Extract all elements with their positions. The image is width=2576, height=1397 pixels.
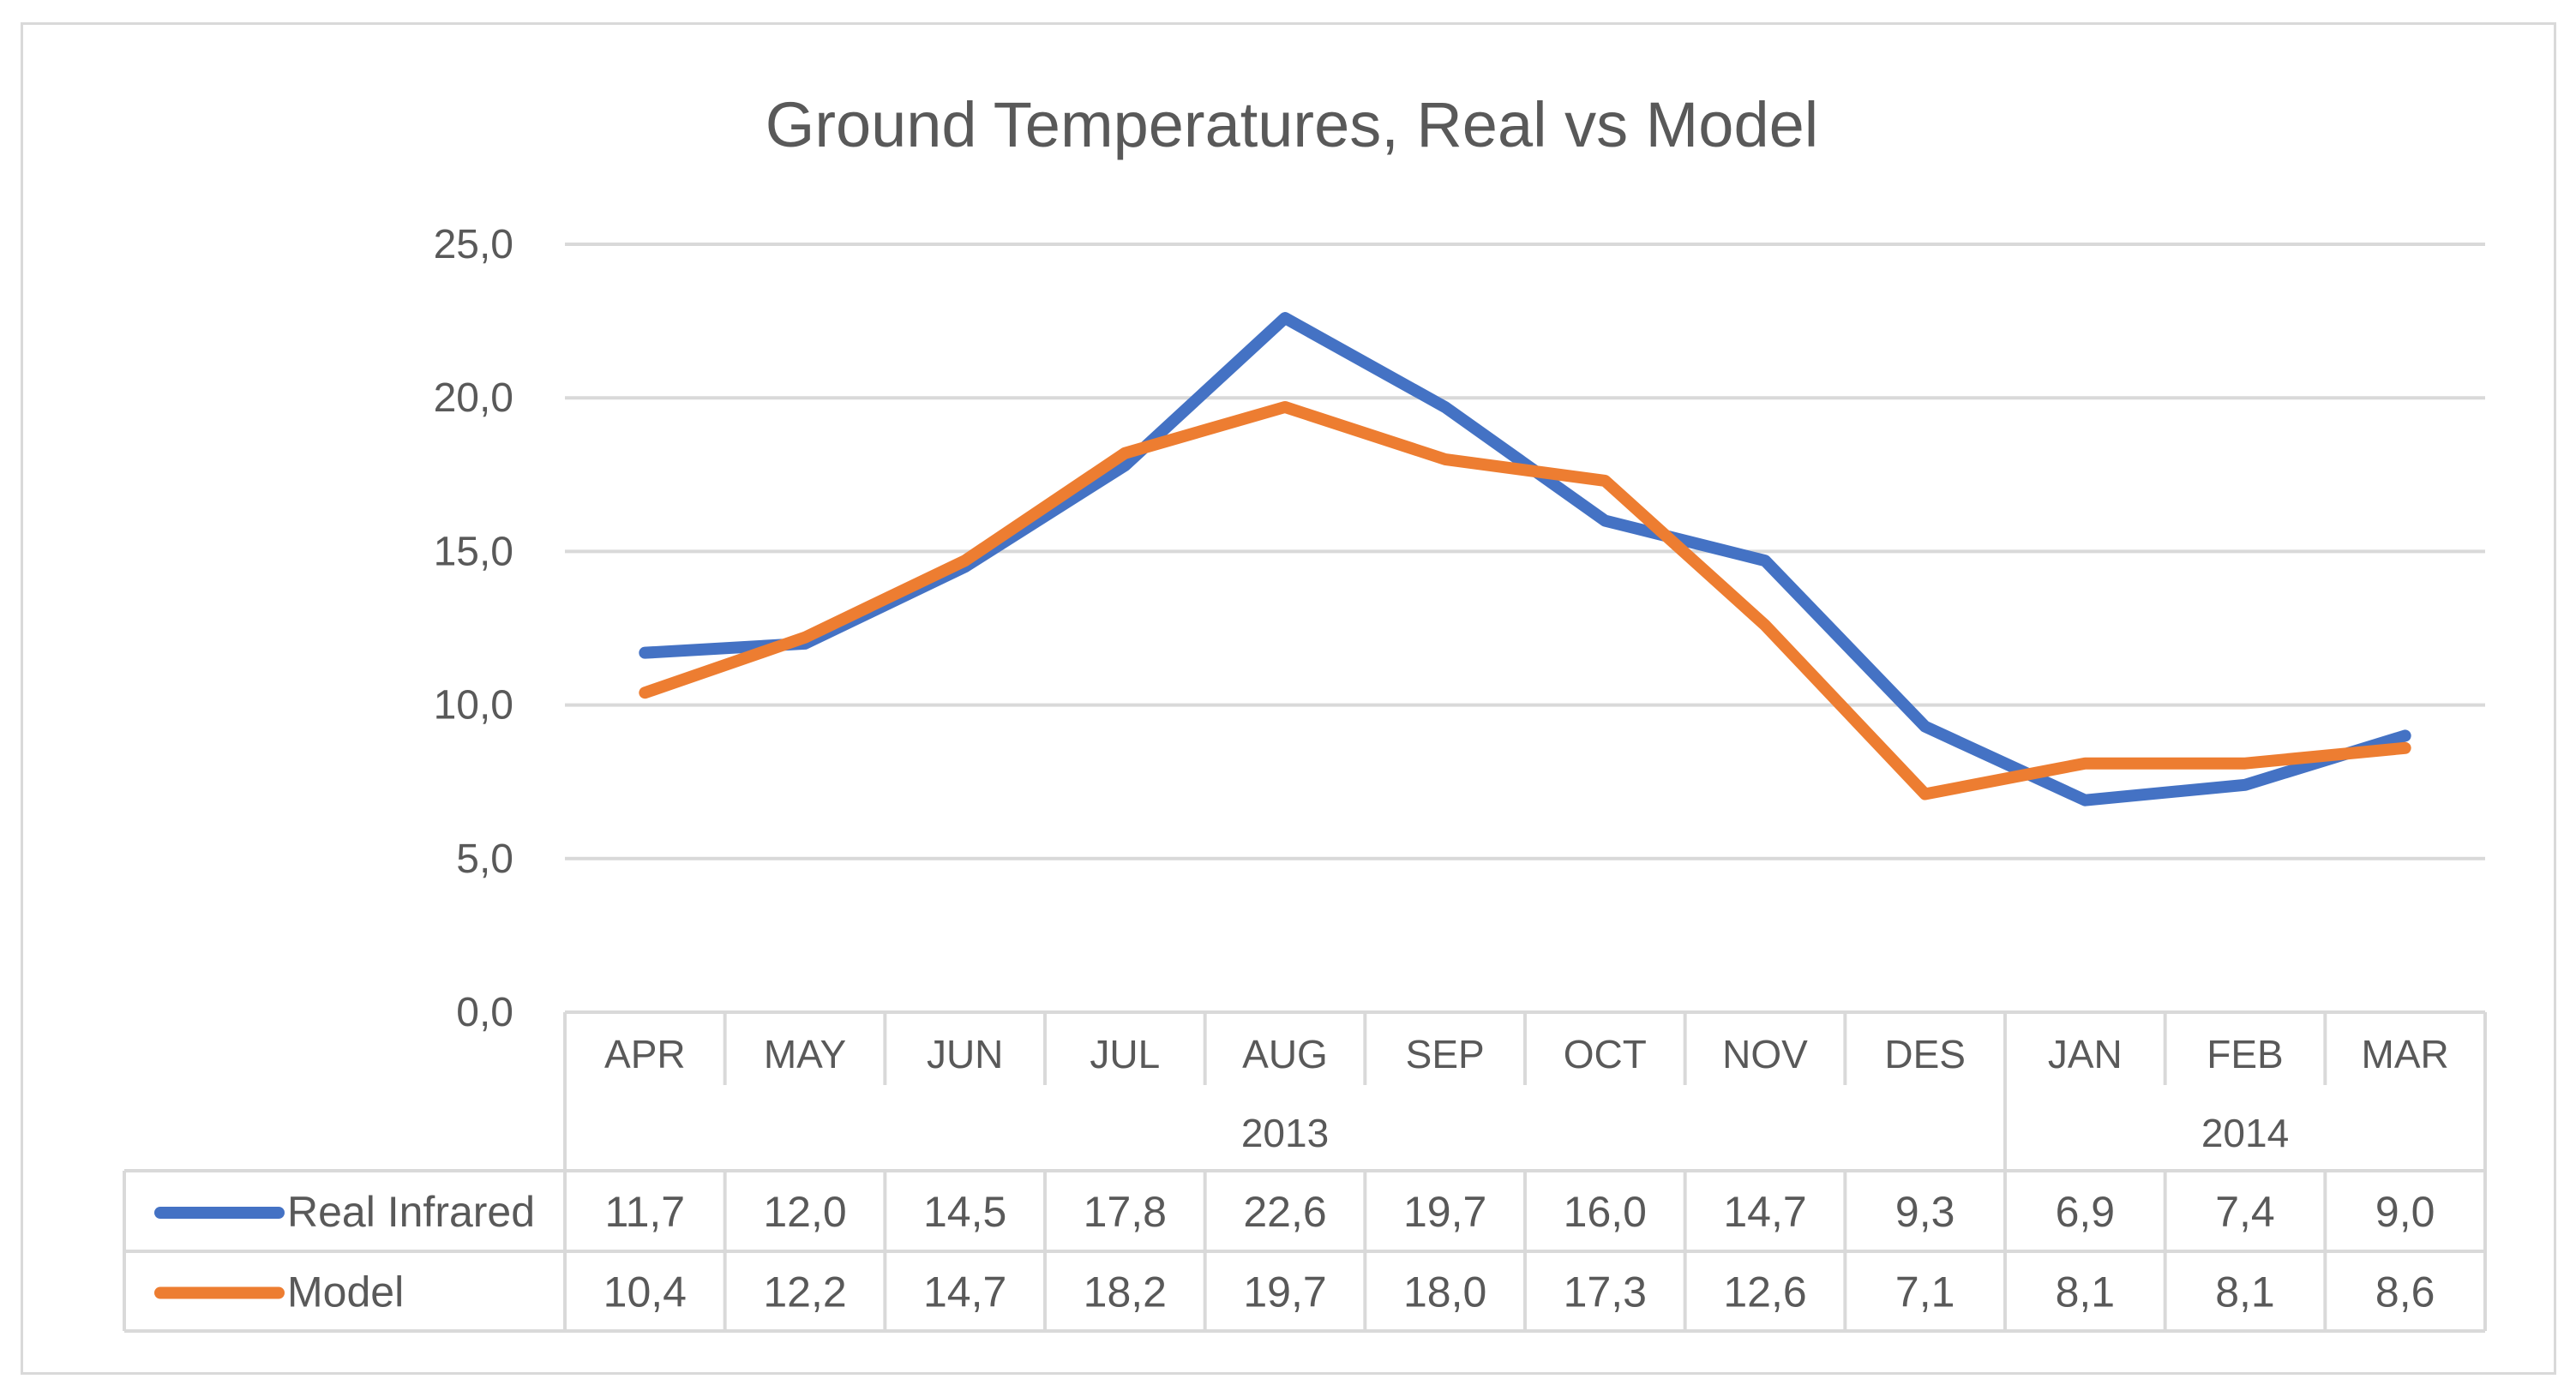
data-table: APR MAY JUN JUL AUG SEP OCT NOV DES JAN FEB MAR 2013… <box>123 1010 2487 1333</box>
data-value-cell: 12,2 <box>763 1268 846 1316</box>
data-value-cell: 7,4 <box>2215 1188 2275 1236</box>
data-value-cell: 14,7 <box>923 1268 1006 1316</box>
line-chart: Ground Temperatures, Real vs Model 0,0 5,… <box>123 89 2487 1333</box>
category-label: MAY <box>764 1032 846 1076</box>
year-label: 2013 <box>1241 1111 1329 1155</box>
data-value-cell: 19,7 <box>1243 1268 1326 1316</box>
category-label: AUG <box>1242 1032 1328 1076</box>
category-label: APR <box>604 1032 686 1076</box>
data-value-cell: 11,7 <box>605 1188 686 1236</box>
series-line-real-infrared <box>639 312 2411 806</box>
y-tick-label: 0,0 <box>456 990 513 1035</box>
category-label: OCT <box>1564 1032 1647 1076</box>
data-value-cell: 17,3 <box>1564 1268 1647 1316</box>
data-value-cell: 14,7 <box>1723 1188 1806 1236</box>
series-line-model <box>639 400 2411 800</box>
data-value-cell: 8,6 <box>2375 1268 2435 1316</box>
chart-frame: Ground Temperatures, Real vs Model 0,0 5,… <box>21 22 2556 1375</box>
data-value-cell: 16,0 <box>1564 1188 1647 1236</box>
data-value-cell: 9,3 <box>1895 1188 1955 1236</box>
category-label: JAN <box>2048 1032 2123 1076</box>
y-tick-label: 20,0 <box>434 375 513 421</box>
data-value-cell: 9,0 <box>2375 1188 2435 1236</box>
category-label: NOV <box>1722 1032 1808 1076</box>
legend-label: Real Infrared <box>287 1188 535 1236</box>
data-value-cell: 12,0 <box>763 1188 846 1236</box>
y-tick-label: 10,0 <box>434 683 513 728</box>
category-label: MAR <box>2362 1032 2449 1076</box>
data-value-cell: 18,2 <box>1084 1268 1167 1316</box>
category-label: JUL <box>1090 1032 1160 1076</box>
year-label: 2014 <box>2201 1111 2289 1155</box>
legend-label: Model <box>287 1268 404 1316</box>
data-value-cell: 17,8 <box>1084 1188 1167 1236</box>
chart-title: Ground Temperatures, Real vs Model <box>766 89 1818 160</box>
data-value-cell: 22,6 <box>1243 1188 1326 1236</box>
gridlines <box>565 243 2485 860</box>
data-value-cell: 7,1 <box>1895 1268 1955 1316</box>
series-lines <box>639 312 2411 806</box>
category-label: DES <box>1884 1032 1966 1076</box>
data-value-cell: 19,7 <box>1403 1188 1486 1236</box>
data-value-cell: 18,0 <box>1403 1268 1486 1316</box>
category-label: SEP <box>1406 1032 1485 1076</box>
data-value-cell: 8,1 <box>2215 1268 2275 1316</box>
category-label: FEB <box>2207 1032 2283 1076</box>
y-tick-label: 15,0 <box>434 529 513 574</box>
data-value-cell: 12,6 <box>1723 1268 1806 1316</box>
y-tick-label: 5,0 <box>456 836 513 882</box>
data-value-cell: 6,9 <box>2056 1188 2116 1236</box>
category-label: JUN <box>927 1032 1003 1076</box>
data-value-cell: 10,4 <box>603 1268 687 1316</box>
data-value-cell: 14,5 <box>923 1188 1006 1236</box>
data-value-cell: 8,1 <box>2056 1268 2116 1316</box>
y-axis-tick-labels: 0,0 5,0 10,0 15,0 20,0 25,0 <box>434 222 513 1035</box>
y-tick-label: 25,0 <box>434 222 513 267</box>
